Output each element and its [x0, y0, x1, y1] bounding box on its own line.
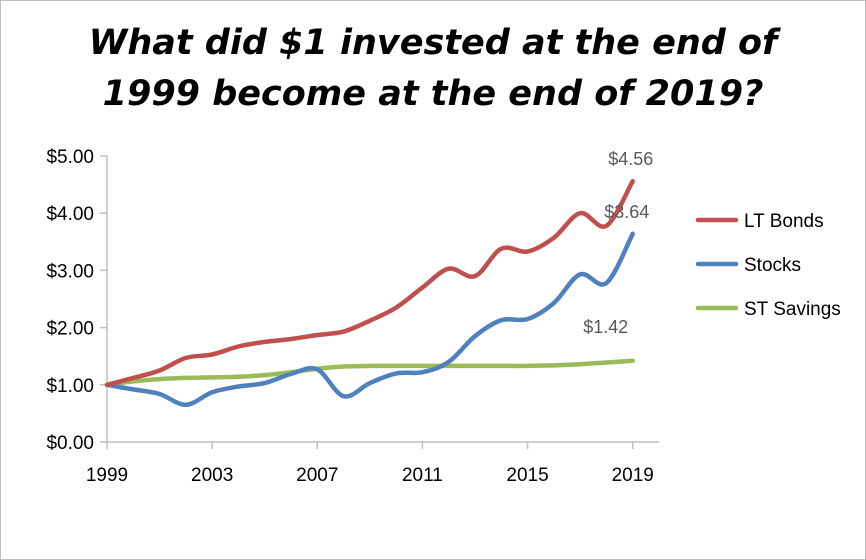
chart-title: What did $1 invested at the end of 1999 … [88, 23, 778, 114]
y-tick-label: $2.00 [46, 319, 94, 340]
series-line-st-savings [104, 358, 635, 388]
series-line-stocks [104, 231, 635, 408]
data-label-st-savings: $1.42 [583, 317, 628, 337]
x-tick-label: 2011 [402, 465, 443, 486]
legend-label-lt-bonds: LT Bonds [744, 211, 824, 232]
data-label-lt-bonds: $4.56 [608, 149, 653, 169]
data-label-stocks: $3.64 [604, 202, 649, 222]
series-line-lt-bonds [104, 178, 635, 388]
y-tick-label: $5.00 [46, 147, 94, 168]
legend-label-stocks: Stocks [744, 255, 801, 276]
y-tick-label: $0.00 [46, 433, 94, 454]
series-lines [104, 178, 635, 408]
data-labels: $4.56 $3.64 $1.42 [583, 149, 653, 337]
axes: $0.00 $1.00 $2.00 $3.00 $4.00 $5.00 1999 2003 20… [46, 147, 659, 486]
x-tick-label: 2019 [612, 465, 654, 486]
y-tick-label: $3.00 [46, 261, 94, 282]
y-tick-label: $4.00 [46, 204, 94, 225]
x-tick-label: 2003 [191, 465, 233, 486]
legend: LT Bonds Stocks ST Savings [695, 211, 841, 320]
x-tick-label: 1999 [86, 465, 128, 486]
y-tick-label: $1.00 [46, 376, 94, 397]
x-tick-label: 2007 [296, 465, 338, 486]
x-tick-label: 2015 [506, 465, 548, 486]
legend-label-st-savings: ST Savings [744, 299, 841, 320]
